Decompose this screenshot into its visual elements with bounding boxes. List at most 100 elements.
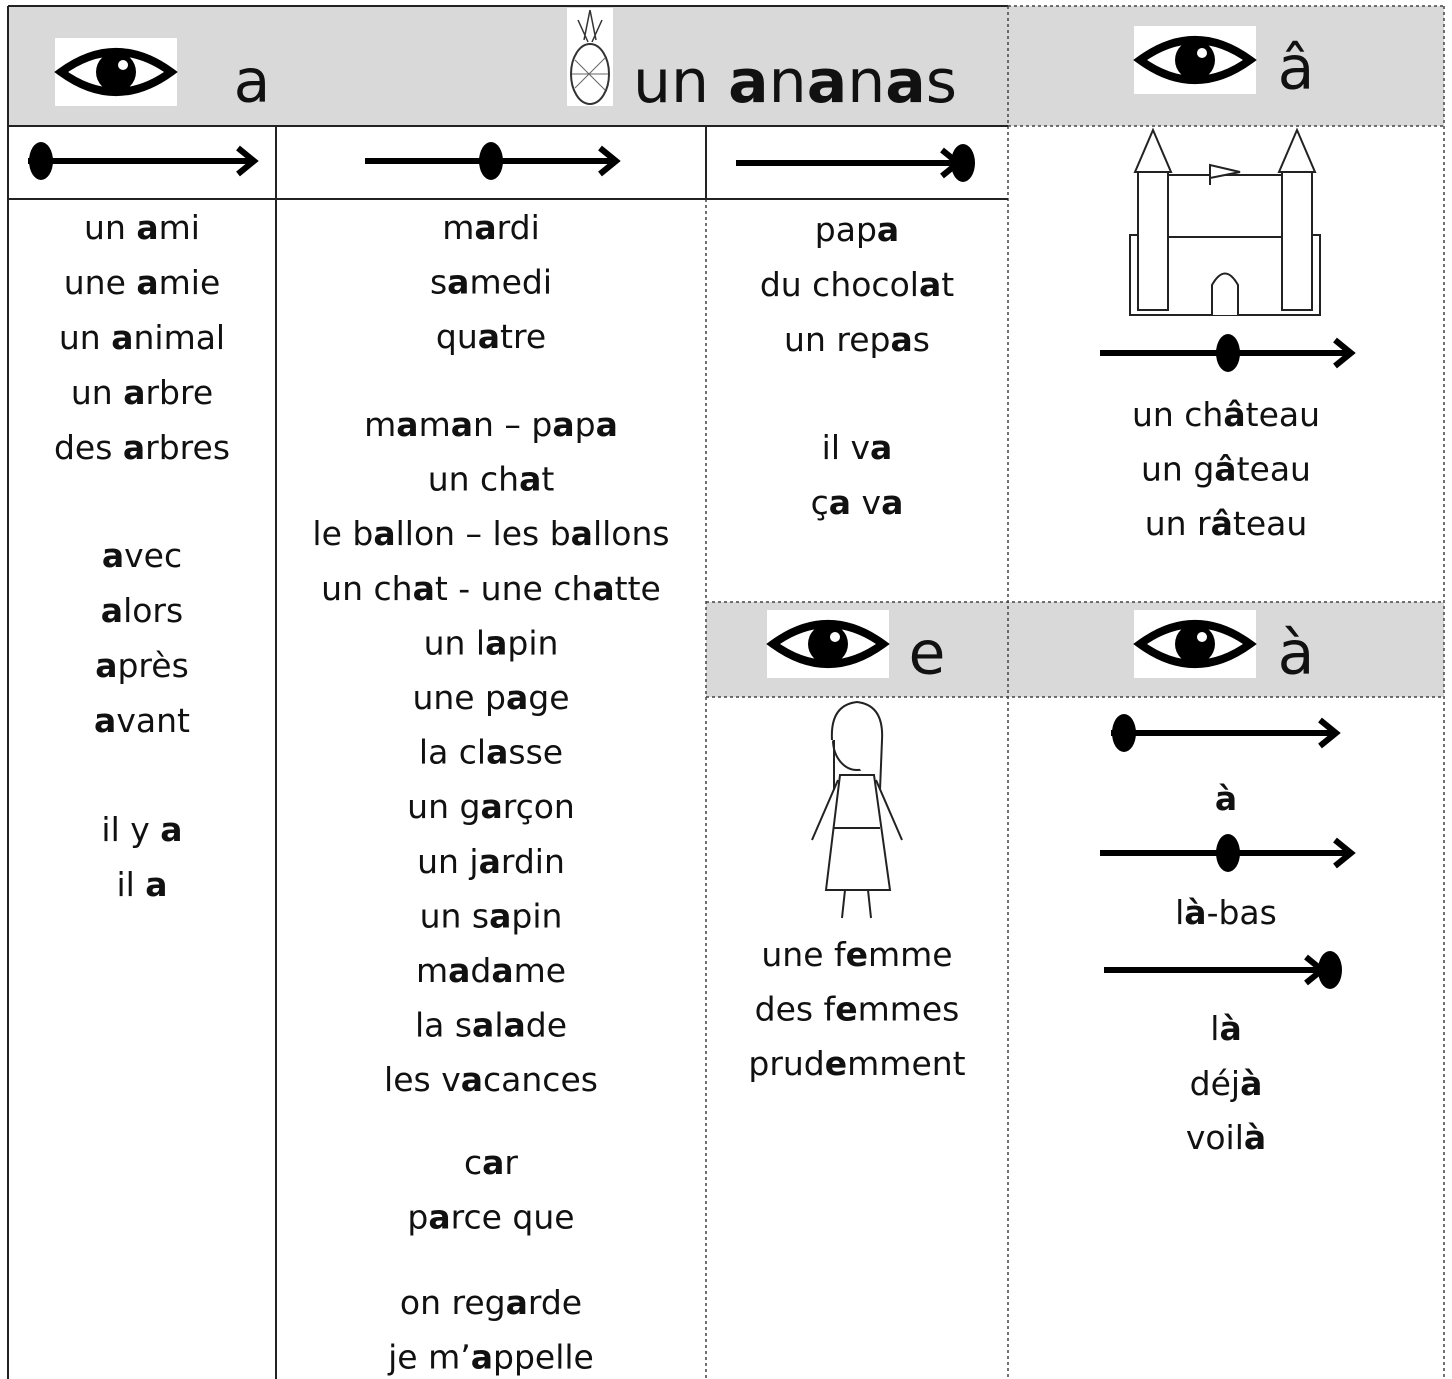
- text: il y: [101, 810, 160, 849]
- word: là: [1210, 1009, 1241, 1048]
- word: une page: [412, 678, 569, 717]
- word: un gâteau: [1141, 449, 1311, 488]
- text: voil: [1186, 1118, 1244, 1157]
- bold-letter: a: [94, 701, 116, 740]
- bold-letter: a: [447, 262, 469, 301]
- text: t - une ch: [435, 568, 593, 607]
- text: ç: [811, 483, 829, 522]
- bold-letter: a: [504, 1005, 526, 1044]
- text: un ch: [321, 568, 412, 607]
- bold-letter: a: [489, 896, 511, 935]
- text: nimal: [133, 318, 225, 357]
- text: qu: [436, 317, 478, 356]
- text: ge: [528, 678, 569, 717]
- word: une femme: [761, 935, 952, 974]
- text: un s: [420, 896, 490, 935]
- text: r: [504, 1143, 518, 1182]
- bold-letter: a: [461, 1060, 483, 1099]
- text: des: [54, 428, 123, 467]
- bold-letter: a: [552, 405, 574, 444]
- text: un rep: [784, 320, 890, 359]
- word: le ballon – les ballons: [312, 514, 669, 553]
- bold-letter: a: [95, 646, 117, 685]
- text: -bas: [1207, 893, 1277, 932]
- text: n – p: [473, 405, 552, 444]
- text: un ch: [428, 459, 519, 498]
- text: ppelle: [493, 1337, 594, 1376]
- text: de: [526, 1005, 567, 1044]
- bold-letter: a: [480, 787, 502, 826]
- text: cances: [483, 1060, 598, 1099]
- bold-letter: â: [1211, 504, 1233, 543]
- bold-letter: à: [1244, 1118, 1266, 1157]
- word: un château: [1132, 395, 1320, 434]
- text: n: [847, 47, 885, 117]
- bold-letter: a: [829, 483, 851, 522]
- bold-letter: a: [485, 623, 507, 662]
- bold-letter: a: [877, 210, 899, 249]
- text: v: [851, 483, 881, 522]
- word: je m’appelle: [387, 1337, 594, 1376]
- bold-letter: â: [1214, 449, 1236, 488]
- bold-letter: a: [491, 951, 513, 990]
- text: l: [1210, 1009, 1219, 1048]
- text: s: [926, 47, 957, 117]
- text: rbres: [145, 428, 230, 467]
- bold-letter: a: [396, 405, 418, 444]
- text: rce que: [451, 1197, 575, 1236]
- text: le b: [312, 514, 373, 553]
- word: un garçon: [407, 787, 575, 826]
- word: maman – papa: [364, 405, 618, 444]
- word: la salade: [415, 1005, 567, 1044]
- bold-letter: a: [451, 405, 473, 444]
- text: prud: [748, 1044, 824, 1083]
- text: rdin: [501, 841, 565, 880]
- text: déj: [1190, 1064, 1240, 1103]
- word: un jardin: [417, 841, 565, 880]
- text: pap: [815, 210, 877, 249]
- bold-letter: a: [870, 428, 892, 467]
- text: une p: [412, 678, 506, 717]
- bold-letter: a: [885, 47, 926, 117]
- word: une amie: [64, 263, 221, 302]
- bold-letter: à: [1184, 893, 1206, 932]
- text: un r: [1145, 504, 1211, 543]
- bold-letter: a: [474, 208, 496, 247]
- word: prudemment: [748, 1044, 965, 1083]
- arrows: [28, 142, 1356, 989]
- header-letter: a: [234, 47, 271, 117]
- text: vec: [124, 536, 182, 575]
- text: m: [419, 405, 451, 444]
- text: s: [913, 320, 930, 359]
- bold-letter: a: [145, 865, 167, 904]
- bold-letter: a: [592, 568, 614, 607]
- word: un chat - une chatte: [321, 568, 661, 607]
- text: p: [407, 1197, 428, 1236]
- text: m: [364, 405, 396, 444]
- word: avec: [102, 536, 182, 575]
- bold-letter: a: [428, 1197, 450, 1236]
- bold-letter: a: [890, 320, 912, 359]
- text: un l: [424, 623, 486, 662]
- bold-letter: a: [506, 678, 528, 717]
- header-letter: e: [909, 619, 946, 689]
- text: m: [442, 208, 474, 247]
- word: un repas: [784, 320, 930, 359]
- bold-letter: â: [1223, 395, 1245, 434]
- text: llon – les b: [396, 514, 571, 553]
- word: la classe: [419, 732, 563, 771]
- text: un: [633, 47, 728, 117]
- word: voilà: [1186, 1118, 1266, 1157]
- word: les vacances: [384, 1060, 598, 1099]
- bold-letter: a: [136, 208, 158, 247]
- word: alors: [101, 591, 183, 630]
- bold-letter: a: [596, 405, 618, 444]
- word: après: [95, 646, 189, 685]
- text: la s: [415, 1005, 472, 1044]
- word: madame: [416, 951, 566, 990]
- text: un j: [417, 841, 479, 880]
- text: mmes: [858, 989, 960, 1028]
- text: une f: [761, 935, 847, 974]
- bold-letter: a: [728, 47, 769, 117]
